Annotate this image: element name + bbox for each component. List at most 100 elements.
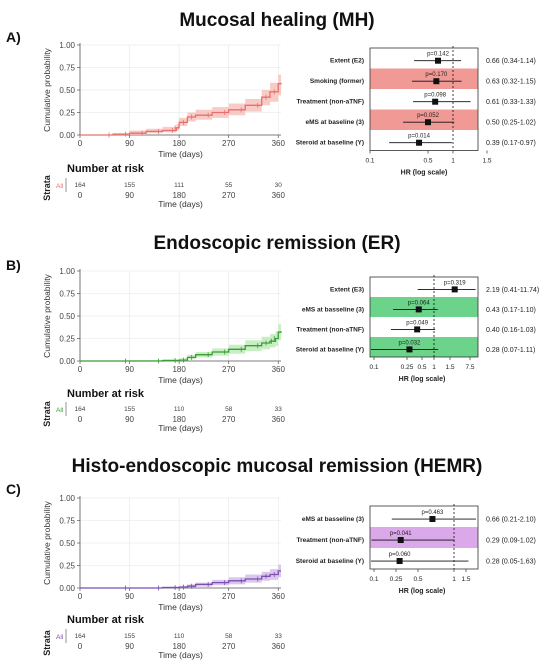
forest-variable-label: Treatment (non-aTNF) (296, 326, 364, 333)
forest-hr-ci: 0.29 (0.09-1.02) (486, 538, 536, 545)
forest-row-highlight (370, 68, 478, 89)
km-confidence-band (80, 73, 281, 135)
forest-p-value: p=0.041 (390, 531, 413, 537)
risk-count: 58 (225, 406, 233, 413)
forest-variable-label: Steroid at baseline (Y) (296, 140, 364, 147)
risk-table: Number at risk Strata All 164 0 155 90 110 180 58… (42, 388, 285, 433)
forest-x-tick-label: 1 (432, 364, 436, 371)
km-x-axis-label: Time (days) (158, 375, 203, 385)
forest-hr-ci: 0.43 (0.17-1.10) (486, 307, 536, 314)
forest-point (414, 326, 421, 333)
panel-label: C) (6, 481, 21, 497)
km-y-tick-label: 0.25 (59, 108, 75, 117)
forest-hr-ci: 2.19 (0.41-11.74) (486, 287, 539, 294)
km-y-tick-label: 1.00 (59, 267, 75, 276)
km-confidence-band (80, 564, 281, 588)
panel-label: B) (6, 257, 21, 273)
forest-x-tick-label: 1.5 (461, 576, 470, 583)
forest-p-value: p=0.060 (389, 552, 412, 558)
forest-hr-ci: 0.63 (0.32-1.15) (486, 79, 536, 86)
forest-p-value: p=0.052 (417, 113, 440, 119)
forest-point (425, 119, 431, 126)
risk-count: 111 (174, 182, 184, 189)
forest-plot: Extent (E3) p=0.319 2.19 (0.41-11.74) eMS a… (296, 275, 539, 383)
forest-hr-ci: 0.61 (0.33-1.33) (486, 99, 536, 106)
forest-point (451, 286, 458, 293)
risk-strata-name: All (56, 407, 64, 414)
km-y-tick-label: 0.75 (59, 516, 75, 525)
forest-variable-label: Smoking (former) (310, 78, 364, 85)
forest-plot: eMS at basseline (3) p=0.463 0.66 (0.21-2.… (296, 504, 536, 595)
risk-x-tick-label: 270 (222, 415, 236, 424)
risk-strata-name: All (56, 183, 64, 190)
panel-title: Mucosal healing (MH) (179, 10, 374, 31)
km-x-tick-label: 360 (272, 365, 286, 374)
risk-x-tick-label: 90 (125, 191, 134, 200)
km-x-axis-label: Time (days) (158, 149, 203, 159)
risk-strata-label: Strata (42, 629, 52, 656)
forest-variable-label: Extent (E2) (330, 58, 364, 65)
risk-count: 58 (225, 633, 233, 640)
km-x-tick-label: 270 (222, 365, 236, 374)
forest-x-tick-label: 0.25 (401, 364, 414, 371)
forest-frame (369, 47, 479, 151)
forest-point (397, 537, 404, 544)
km-plot: 0.00 0.25 0.50 0.75 1.00 0 90 180 270 360 Cumulati… (42, 41, 285, 159)
panel-c: Histo-endoscopic mucosal remission (HEMR… (6, 456, 536, 660)
panel-title: Histo-endoscopic mucosal remission (HEMR… (72, 456, 483, 477)
forest-x-axis-label: HR (log scale) (399, 376, 446, 383)
km-x-tick-label: 0 (78, 139, 83, 148)
risk-count: 164 (75, 182, 86, 189)
risk-count: 164 (75, 406, 86, 413)
forest-p-value: p=0.064 (408, 300, 431, 306)
forest-frame (369, 505, 479, 570)
risk-count: 30 (275, 182, 283, 189)
risk-table-title: Number at risk (67, 614, 145, 626)
forest-point (415, 306, 422, 313)
forest-point (396, 558, 403, 565)
risk-count: 33 (275, 633, 283, 640)
forest-row-highlight (370, 109, 478, 130)
km-x-tick-label: 90 (125, 365, 134, 374)
forest-row-highlight (370, 527, 478, 548)
km-y-tick-label: 0.25 (59, 334, 75, 343)
risk-x-tick-label: 360 (272, 415, 286, 424)
forest-p-value: p=0.098 (424, 93, 447, 99)
risk-count: 110 (174, 406, 185, 413)
km-y-axis-label: Cumulative probability (42, 47, 52, 131)
risk-count: 155 (124, 633, 135, 640)
risk-table-title: Number at risk (67, 388, 145, 400)
risk-x-tick-label: 90 (125, 415, 134, 424)
forest-point (429, 516, 436, 523)
risk-x-tick-label: 270 (222, 191, 236, 200)
forest-x-tick-label: 0.1 (369, 576, 378, 583)
panel-b: Endoscopic remission (ER)B)0.000.250.500… (6, 233, 539, 433)
km-y-tick-label: 1.00 (59, 494, 75, 503)
forest-hr-ci: 0.40 (0.16-1.03) (486, 327, 536, 334)
forest-x-tick-label: 0.25 (390, 576, 403, 583)
forest-p-value: p=0.319 (444, 280, 467, 286)
forest-variable-label: Steroid at baseline (Y) (296, 346, 364, 353)
km-x-tick-label: 360 (272, 592, 286, 601)
risk-x-tick-label: 360 (272, 642, 286, 651)
forest-point (406, 346, 413, 353)
forest-hr-ci: 0.28 (0.07-1.11) (486, 347, 535, 354)
risk-x-axis-label: Time (days) (158, 199, 203, 209)
forest-x-tick-label: 0.1 (365, 158, 374, 165)
km-x-tick-label: 0 (78, 592, 83, 601)
risk-strata-label: Strata (42, 174, 52, 201)
km-curve (80, 570, 281, 589)
risk-x-tick-label: 0 (78, 191, 83, 200)
risk-x-tick-label: 180 (172, 642, 186, 651)
panel-title: Endoscopic remission (ER) (153, 233, 400, 254)
forest-point (435, 57, 442, 64)
forest-x-tick-label: 1 (451, 158, 455, 165)
forest-p-value: p=0.032 (399, 340, 422, 346)
forest-row-highlight (370, 297, 478, 317)
km-confidence-band (80, 323, 281, 361)
risk-x-tick-label: 0 (78, 415, 83, 424)
km-y-tick-label: 0.00 (59, 357, 75, 366)
km-curve (80, 82, 282, 136)
km-curve (80, 331, 282, 362)
